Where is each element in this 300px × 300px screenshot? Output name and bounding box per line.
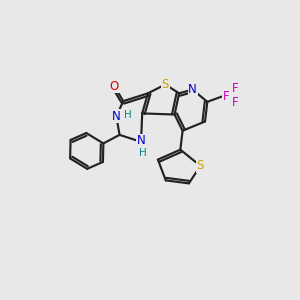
Text: F: F bbox=[232, 97, 238, 110]
Text: S: S bbox=[162, 78, 169, 91]
Text: H: H bbox=[140, 148, 147, 158]
Text: N: N bbox=[137, 134, 146, 147]
Text: S: S bbox=[197, 159, 204, 172]
Text: O: O bbox=[110, 80, 119, 93]
Text: F: F bbox=[223, 90, 230, 103]
Text: F: F bbox=[232, 82, 238, 95]
Text: H: H bbox=[124, 110, 131, 119]
Text: N: N bbox=[188, 83, 197, 96]
Text: N: N bbox=[112, 110, 121, 123]
